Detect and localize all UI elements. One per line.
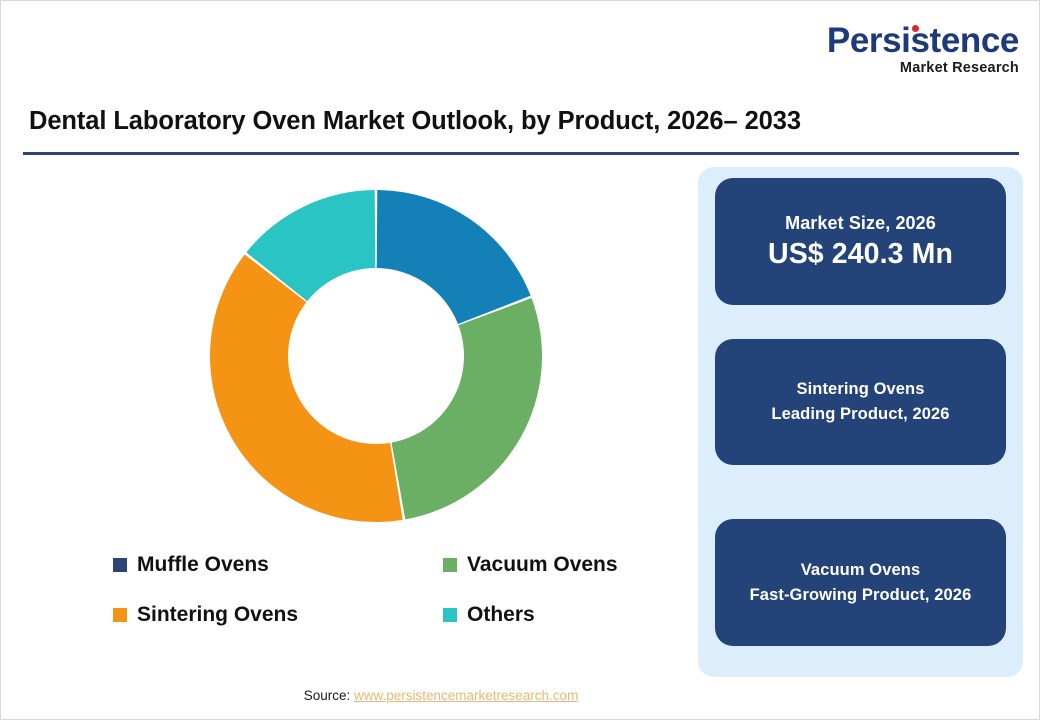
legend-label: Vacuum Ovens	[467, 553, 618, 576]
donut-slice[interactable]	[391, 298, 542, 520]
kpi-card-fast-growing-product: Vacuum Ovens Fast-Growing Product, 2026	[715, 519, 1006, 646]
chart-legend: Muffle Ovens Vacuum Ovens Sintering Oven…	[113, 553, 673, 627]
donut-slice[interactable]	[376, 190, 531, 324]
kpi-panel: Market Size, 2026 US$ 240.3 Mn Sintering…	[698, 167, 1023, 677]
legend-item-muffle-ovens[interactable]: Muffle Ovens	[113, 553, 443, 577]
source-link[interactable]: www.persistencemarketresearch.com	[353, 688, 579, 703]
kpi-card-label: Market Size, 2026	[785, 212, 936, 233]
source-note: Source: www.persistencemarketresearch.co…	[1, 688, 881, 703]
source-label: Source:	[303, 688, 351, 703]
legend-swatch-icon	[113, 558, 127, 572]
legend-swatch-icon	[443, 608, 457, 622]
legend-label: Muffle Ovens	[137, 553, 269, 576]
legend-swatch-icon	[443, 558, 457, 572]
kpi-card-label: Sintering Ovens	[796, 380, 925, 399]
kpi-card-value: Fast-Growing Product, 2026	[749, 585, 972, 604]
kpi-card-market-size: Market Size, 2026 US$ 240.3 Mn	[715, 178, 1006, 305]
donut-slice[interactable]	[210, 254, 403, 522]
kpi-card-value: US$ 240.3 Mn	[768, 237, 953, 270]
donut-slice[interactable]	[246, 190, 376, 302]
legend-item-others[interactable]: Others	[443, 603, 673, 627]
brand-accent-dot-icon	[912, 25, 919, 32]
title-divider	[23, 152, 1019, 155]
legend-item-sintering-ovens[interactable]: Sintering Ovens	[113, 603, 443, 627]
brand-name: Persistence	[826, 21, 1020, 60]
brand-logo: Persistence Market Research	[809, 21, 1020, 76]
donut-chart-svg	[210, 190, 542, 522]
legend-item-vacuum-ovens[interactable]: Vacuum Ovens	[443, 553, 673, 577]
donut-chart	[201, 181, 551, 531]
donut-slice-group	[210, 190, 542, 522]
kpi-card-leading-product: Sintering Ovens Leading Product, 2026	[715, 339, 1006, 465]
legend-label: Others	[467, 603, 535, 626]
legend-label: Sintering Ovens	[137, 603, 299, 626]
kpi-card-label: Vacuum Ovens	[800, 560, 921, 579]
legend-swatch-icon	[113, 608, 127, 622]
brand-tagline: Market Research	[899, 60, 1019, 76]
kpi-card-value: Leading Product, 2026	[771, 405, 950, 423]
page-title: Dental Laboratory Oven Market Outlook, b…	[29, 107, 801, 135]
